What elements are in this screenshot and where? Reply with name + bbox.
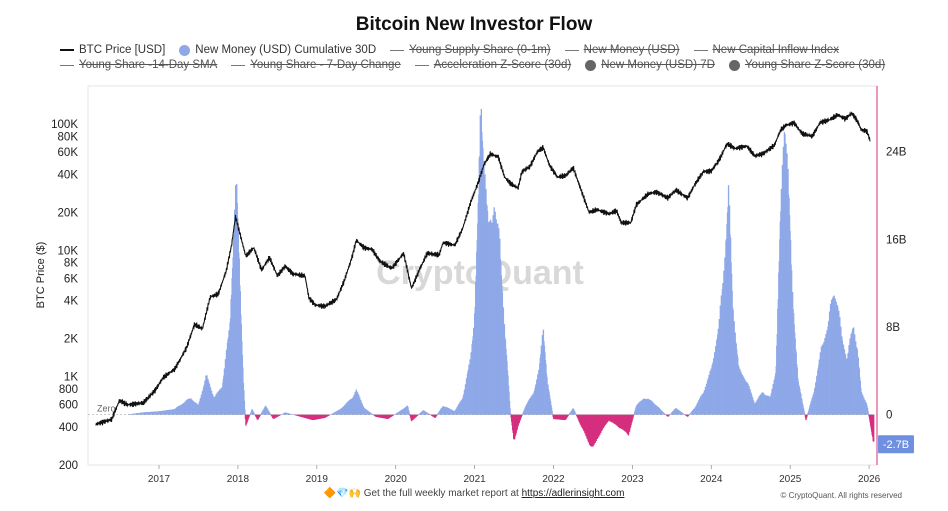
x-tick-label: 2022 bbox=[542, 474, 565, 485]
x-tick-label: 2019 bbox=[306, 474, 329, 485]
right-tick-label: 8B bbox=[886, 322, 900, 334]
y-tick-label: 4K bbox=[64, 296, 78, 308]
x-tick-label: 2025 bbox=[779, 474, 802, 485]
legend-swatch-icon bbox=[693, 49, 708, 51]
y-tick-label: 20K bbox=[58, 207, 79, 219]
current-value-label: -2.7B bbox=[883, 439, 909, 451]
legend-swatch-icon bbox=[60, 49, 74, 51]
legend-item[interactable]: New Money (USD) bbox=[564, 44, 680, 56]
legend-label: BTC Price [USD] bbox=[79, 44, 166, 56]
legend-item[interactable]: Young Supply Share (0-1m) bbox=[390, 44, 551, 56]
legend-item[interactable]: Young Share -14-Day SMA bbox=[60, 59, 217, 71]
x-tick-label: 2024 bbox=[700, 474, 723, 485]
y-tick-label: 6K bbox=[64, 273, 78, 285]
legend-item[interactable]: Young Share Z-Score (30d) bbox=[728, 59, 886, 71]
legend-item[interactable]: Young Share - 7-Day Change bbox=[231, 59, 401, 71]
y-axis-label: BTC Price ($) bbox=[35, 242, 47, 309]
legend-swatch-icon bbox=[231, 64, 246, 66]
legend-label: New Money (USD) Cumulative 30D bbox=[195, 44, 377, 56]
legend-label: Young Supply Share (0-1m) bbox=[409, 44, 551, 56]
x-tick-label: 2026 bbox=[858, 474, 881, 485]
right-tick-label: 0 bbox=[886, 410, 892, 422]
legend-label: Acceleration Z-Score (30d) bbox=[433, 59, 572, 71]
x-tick-label: 2017 bbox=[148, 474, 171, 485]
legend-swatch-icon bbox=[585, 59, 597, 71]
x-tick-label: 2021 bbox=[463, 474, 486, 485]
x-tick-label: 2023 bbox=[621, 474, 644, 485]
y-tick-label: 200 bbox=[59, 460, 78, 472]
legend-item[interactable]: Acceleration Z-Score (30d) bbox=[414, 59, 572, 71]
legend-swatch-icon bbox=[414, 64, 429, 66]
legend-label: New Money (USD) 7D bbox=[601, 59, 715, 71]
right-tick-label: 16B bbox=[886, 234, 907, 246]
right-axis-ticks: 24B 16B 8B 0 bbox=[886, 147, 907, 422]
new-money-area-layer bbox=[126, 108, 875, 447]
legend-label: Young Share -14-Day SMA bbox=[79, 59, 218, 71]
y-tick-label: 800 bbox=[59, 384, 78, 396]
btc-price-line bbox=[95, 110, 871, 427]
x-tick-label: 2018 bbox=[227, 474, 250, 485]
legend-label: Young Share Z-Score (30d) bbox=[744, 59, 886, 71]
y-tick-label: 60K bbox=[58, 147, 79, 159]
legend-item[interactable]: BTC Price [USD] bbox=[60, 44, 165, 56]
legend-label: Young Share - 7-Day Change bbox=[250, 59, 401, 71]
y-tick-label: 400 bbox=[59, 422, 78, 434]
legend-swatch-icon bbox=[728, 59, 740, 71]
x-tick-label: 2020 bbox=[385, 474, 408, 485]
legend-item[interactable]: New Money (USD) Cumulative 30D bbox=[179, 44, 376, 56]
footer-emoji: 🔶💎🙌 bbox=[323, 488, 361, 499]
y-tick-label: 600 bbox=[59, 400, 78, 412]
footer-text: Get the full weekly market report at bbox=[363, 488, 519, 499]
y-tick-label: 40K bbox=[58, 169, 79, 181]
legend-swatch-icon bbox=[564, 49, 579, 51]
y-tick-label: 1K bbox=[64, 372, 78, 384]
legend-label: New Capital Inflow Index bbox=[712, 44, 840, 56]
legend-item[interactable]: New Money (USD) 7D bbox=[585, 59, 715, 71]
y-tick-label: 2K bbox=[64, 334, 78, 346]
legend-swatch-icon bbox=[179, 44, 191, 56]
btc-price-layer bbox=[95, 110, 871, 427]
right-tick-label: 24B bbox=[886, 147, 907, 159]
chart-title: Bitcoin New Investor Flow bbox=[355, 14, 593, 35]
footer: 🔶💎🙌 Get the full weekly market report at… bbox=[0, 488, 948, 499]
y-tick-label: 8K bbox=[64, 258, 78, 270]
x-axis-ticks: 2017 2018 2019 2020 2021 2022 2023 2024 2025 2026 bbox=[148, 465, 881, 485]
legend-swatch-icon bbox=[390, 49, 405, 51]
y-tick-label: 80K bbox=[58, 131, 79, 143]
footer-link[interactable]: https://adlerinsight.com bbox=[521, 488, 625, 499]
legend-row-2: Young Share -14-Day SMA Young Share - 7-D… bbox=[60, 59, 900, 71]
y-tick-label: 10K bbox=[58, 245, 79, 257]
legend-label: New Money (USD) bbox=[583, 44, 680, 56]
zero-label: Zero bbox=[97, 404, 116, 414]
y-tick-label: 100K bbox=[51, 119, 78, 131]
current-value-badge: -2.7B bbox=[878, 435, 914, 454]
legend-row-1: BTC Price [USD] New Money (USD) Cumulativ… bbox=[60, 44, 900, 56]
copyright: © CryptoQuant. All rights reserved bbox=[780, 491, 903, 500]
legend-item[interactable]: New Capital Inflow Index bbox=[693, 44, 840, 56]
legend-swatch-icon bbox=[60, 64, 74, 66]
